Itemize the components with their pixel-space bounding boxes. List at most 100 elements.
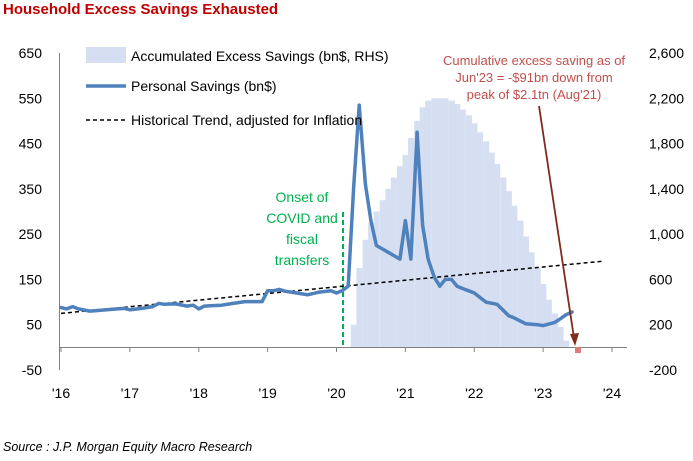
- x-tick-marks: [60, 347, 613, 352]
- legend-swatch-area: [86, 47, 126, 63]
- x-tick-label: '21: [396, 385, 414, 401]
- y-right-tick-label: 200: [649, 317, 673, 333]
- personal-savings-point: [112, 308, 114, 310]
- excess-savings-bar: [511, 205, 518, 348]
- y-left-tick-label: 150: [19, 271, 43, 287]
- personal-savings-point: [468, 290, 470, 292]
- excess-savings-bar: [442, 98, 449, 348]
- legend-label-dashed: Historical Trend, adjusted for Inflation: [131, 112, 362, 128]
- excess-savings-bar: [459, 109, 466, 348]
- personal-savings-point: [129, 309, 131, 311]
- x-tick-label: '17: [121, 385, 139, 401]
- x-tick-label: '16: [52, 385, 70, 401]
- personal-savings-point: [89, 310, 91, 312]
- excess-savings-bar: [350, 324, 357, 348]
- y-left-tick-label: 450: [19, 136, 43, 152]
- x-tick-label: '19: [259, 385, 277, 401]
- excess-savings-bar: [488, 152, 495, 348]
- personal-savings-point: [508, 315, 510, 317]
- x-tick-label: '23: [534, 385, 552, 401]
- personal-savings-point: [186, 305, 188, 307]
- personal-savings-point: [427, 258, 429, 260]
- excess-savings-bar: [528, 252, 535, 348]
- y-left-tick-labels: -50 50 150 250 350 450 550 650: [19, 45, 43, 378]
- covid-annotation-line-4: transfers: [275, 252, 329, 268]
- personal-savings-point: [272, 290, 274, 292]
- personal-savings-point: [220, 304, 223, 306]
- excess-savings-bar: [454, 103, 461, 348]
- excess-savings-bar: [362, 239, 369, 348]
- excess-savings-bar: [356, 268, 363, 348]
- excess-savings-bar: [505, 191, 512, 348]
- y-right-tick-label: 1,400: [649, 181, 684, 197]
- excess-savings-bar: [368, 222, 375, 348]
- covid-annotation-line-2: COVID and: [266, 210, 338, 226]
- personal-savings-point: [141, 307, 143, 309]
- y-right-tick-label: 1,800: [649, 136, 684, 152]
- personal-savings-point: [284, 290, 286, 292]
- y-left-tick-label: 50: [26, 317, 42, 333]
- excess-savings-bar: [414, 120, 421, 348]
- arrow-head: [570, 333, 579, 346]
- excess-savings-bar: [402, 154, 409, 348]
- y-right-tick-labels: -200 200 600 1,000 1,400 1,800 2,200 2,600: [649, 45, 684, 378]
- personal-savings-point: [473, 292, 475, 294]
- cumulative-annotation-arrow: [538, 105, 579, 346]
- personal-savings-point: [461, 287, 464, 290]
- personal-savings-point: [307, 294, 309, 296]
- y-left-tick-label: 650: [19, 45, 43, 61]
- excess-savings-bar: [483, 141, 490, 348]
- y-right-tick-label: 1,000: [649, 226, 684, 242]
- axes-layer: [59, 53, 627, 370]
- x-tick-label: '24: [603, 385, 621, 401]
- cumulative-annotation: Cumulative excess saving as of Jun'23 = …: [443, 53, 625, 102]
- excess-savings-bar: [465, 115, 472, 348]
- personal-savings-point: [60, 306, 62, 309]
- personal-savings-point: [77, 308, 79, 310]
- excess-savings-bar: [552, 313, 559, 348]
- y-left-tick-label: -50: [22, 362, 42, 378]
- arrow-shaft: [538, 105, 575, 339]
- personal-savings-point: [410, 258, 412, 260]
- y-right-tick-label: 2,600: [649, 45, 684, 61]
- excess-savings-bar: [471, 123, 478, 348]
- personal-savings-point: [353, 186, 355, 188]
- personal-savings-point: [450, 278, 453, 280]
- personal-savings-point: [261, 301, 263, 303]
- excess-savings-bar: [476, 132, 483, 348]
- legend: Accumulated Excess Savings (bn$, RHS) Pe…: [86, 47, 389, 128]
- personal-savings-point: [375, 244, 377, 247]
- personal-savings-point: [65, 308, 68, 310]
- excess-savings-bar: [557, 327, 564, 348]
- y-left-tick-label: 550: [19, 90, 43, 106]
- personal-savings-point: [559, 318, 561, 320]
- covid-annotation-line-1: Onset of: [276, 189, 329, 205]
- x-tick-label: '18: [190, 385, 208, 401]
- personal-savings-point: [370, 220, 372, 222]
- excess-savings-bar: [431, 98, 438, 348]
- personal-savings-point: [554, 321, 556, 323]
- personal-savings-point: [513, 317, 515, 319]
- personal-savings-point: [525, 323, 527, 325]
- personal-savings-point: [542, 325, 544, 327]
- personal-savings-point: [198, 308, 200, 310]
- excess-savings-bar: [436, 98, 443, 348]
- cumulative-annotation-line-3: peak of $2.1tn (Aug'21): [467, 87, 602, 102]
- personal-savings-point: [416, 131, 418, 133]
- excess-savings-bar: [494, 163, 501, 348]
- personal-savings-point: [232, 302, 234, 304]
- personal-savings-point: [152, 306, 154, 308]
- personal-savings-point: [158, 302, 160, 304]
- personal-savings-point: [399, 258, 401, 260]
- cumulative-annotation-line-1: Cumulative excess saving as of: [443, 53, 625, 68]
- personal-savings-point: [444, 278, 446, 280]
- y-left-tick-label: 250: [19, 226, 43, 242]
- personal-savings-layer: [59, 103, 574, 328]
- personal-savings-point: [296, 292, 298, 294]
- personal-savings-point: [387, 251, 389, 253]
- personal-savings-point: [209, 305, 212, 307]
- legend-label-area: Accumulated Excess Savings (bn$, RHS): [131, 48, 389, 64]
- source-note: Source : J.P. Morgan Equity Macro Resear…: [3, 440, 253, 454]
- excess-savings-bar: [534, 268, 541, 348]
- excess-savings-bar: [540, 284, 547, 348]
